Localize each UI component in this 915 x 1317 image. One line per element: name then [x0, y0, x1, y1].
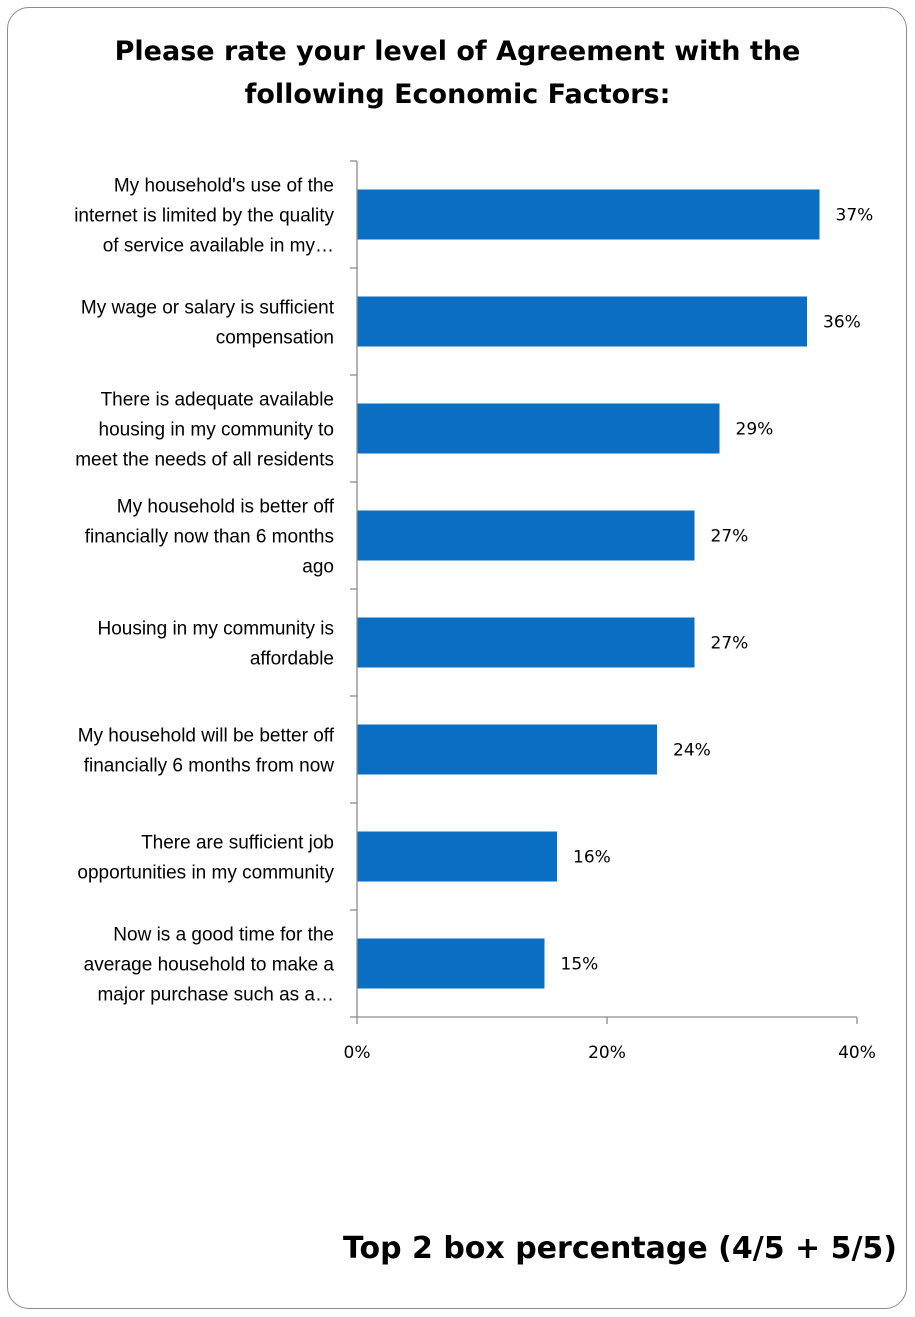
category-label: My household's use of the internet is lim… — [74, 176, 334, 257]
category-label: Housing in my community is affordable — [97, 619, 334, 670]
category-label: Now is a good time for the average househ… — [84, 925, 335, 1006]
category-label-line: of service available in my… — [103, 236, 334, 257]
x-tick-label: 40% — [838, 1043, 876, 1063]
category-label-line: My household is better off — [117, 497, 335, 518]
x-tick-label: 0% — [344, 1043, 371, 1063]
category-label-line: housing in my community to — [99, 420, 335, 441]
category-label: My wage or salary is sufficient compensat… — [81, 298, 335, 349]
category-label-line: My wage or salary is sufficient — [81, 298, 335, 319]
data-label: 27% — [711, 527, 749, 547]
category-label-line: Housing in my community is — [97, 619, 334, 640]
chart-title-line-2: following Economic Factors: — [244, 79, 671, 110]
data-label: 37% — [836, 206, 874, 226]
category-label: There are sufficient job opportunities in… — [77, 833, 334, 884]
category-label-line: meet the needs of all residents — [75, 450, 334, 471]
x-tick-label: 20% — [588, 1043, 626, 1063]
data-label: 24% — [673, 741, 711, 761]
bar — [357, 831, 557, 882]
data-label: 27% — [711, 634, 749, 654]
category-label-line: ago — [302, 557, 334, 578]
category-label-line: internet is limited by the quality — [74, 206, 334, 227]
bar — [357, 296, 807, 347]
bar — [357, 189, 820, 240]
bar — [357, 510, 695, 561]
chart-title: Please rate your level of Agreement with… — [0, 30, 915, 116]
bar — [357, 617, 695, 668]
category-label-line: My household's use of the — [114, 176, 334, 197]
bar — [357, 938, 545, 989]
category-label-line: average household to make a — [84, 955, 335, 976]
data-label: 15% — [561, 955, 599, 975]
chart-title-line-1: Please rate your level of Agreement with… — [114, 36, 801, 67]
category-label: My household will be better off financial… — [78, 726, 335, 777]
data-label: 36% — [823, 313, 861, 333]
category-label-line: There is adequate available — [101, 390, 334, 411]
category-label: My household is better off financially no… — [85, 497, 335, 578]
bar — [357, 403, 720, 454]
category-label: There is adequate available housing in my… — [75, 390, 334, 471]
x-axis-title: Top 2 box percentage (4/5 + 5/5) — [343, 1231, 898, 1266]
category-label-line: major purchase such as a… — [97, 985, 334, 1006]
category-label-line: My household will be better off — [78, 726, 335, 747]
category-label-line: compensation — [216, 328, 334, 349]
category-label-line: affordable — [250, 649, 334, 670]
data-label: 16% — [573, 848, 611, 868]
category-label-line: opportunities in my community — [77, 863, 334, 884]
category-label-line: financially now than 6 months — [85, 527, 334, 548]
bar — [357, 724, 657, 775]
category-label-line: financially 6 months from now — [84, 756, 335, 777]
data-label: 29% — [736, 420, 774, 440]
category-label-line: Now is a good time for the — [113, 925, 334, 946]
category-label-line: There are sufficient job — [141, 833, 334, 854]
